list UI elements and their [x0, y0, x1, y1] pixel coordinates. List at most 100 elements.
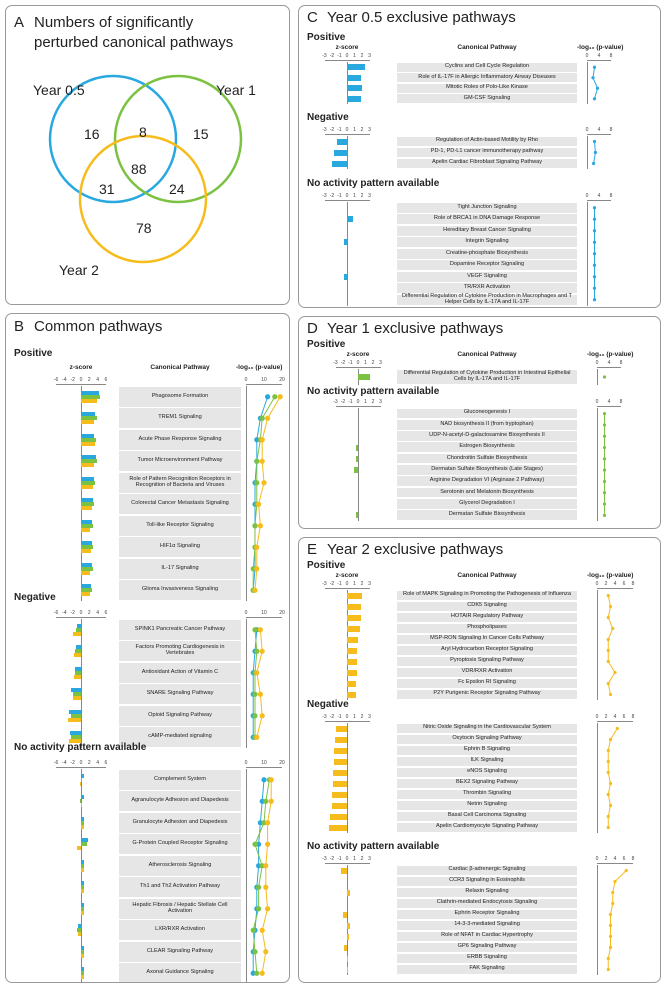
zscore-header: z-score [69, 364, 93, 371]
z-score-bar [75, 649, 81, 654]
logp-header: -log₁₀ (p-value) [587, 572, 634, 579]
pathway-name: Dopamine Receptor Signaling [397, 260, 577, 270]
p-tick-label: 8 [609, 127, 613, 133]
section-label-noact: No activity pattern available [307, 178, 440, 189]
p-axis-line [587, 60, 611, 61]
p-value-point [256, 863, 262, 869]
p-value-point [615, 726, 619, 731]
z-tick-label: -2 [329, 581, 335, 587]
z-score-bar [81, 390, 99, 395]
p-tick-label: 0 [244, 610, 248, 616]
z-score-bar [81, 820, 84, 825]
p-value-point [250, 927, 256, 933]
p-value-point [602, 457, 607, 461]
z-score-bar [347, 216, 353, 223]
z-zero-line [81, 386, 82, 601]
p-value-point [254, 458, 260, 464]
pathway-name: LXR/RXR Activation [119, 920, 241, 940]
z-score-bar [347, 922, 350, 929]
p-value-point [608, 912, 613, 917]
z-score-bar [81, 433, 95, 438]
p-tick-label: 0 [585, 193, 589, 199]
z-tick-label: -2 [329, 53, 335, 59]
p-value-point [261, 777, 267, 783]
z-score-bar [344, 239, 347, 246]
pathway-name: Pyroptosis Signaling Pathway [397, 656, 577, 666]
pathway-name: Acute Phase Response Signaling [119, 429, 241, 450]
p-value-point [254, 734, 260, 740]
z-score-bar [334, 149, 347, 156]
z-zero-line [347, 865, 348, 975]
p-value-point [256, 884, 262, 890]
z-tick-label: -2 [70, 377, 75, 383]
pathway-name: Serotonin and Melatonin Biosynthesis [397, 487, 577, 498]
p-tick-label: 8 [631, 714, 635, 720]
z-score-bar [79, 799, 81, 804]
z-tick-label: -1 [348, 360, 353, 366]
p-value-point [265, 820, 271, 826]
z-tick-label: 0 [345, 53, 349, 59]
p-tick-label: 0 [595, 714, 599, 720]
zscore-header: z-score [335, 572, 359, 579]
pathway-name: Fc Epsilon RI Signaling [397, 678, 577, 688]
z-tick-label: 1 [353, 193, 356, 199]
pathway-name: Estrogen Biosynthesis [397, 442, 577, 453]
p-value-point [606, 615, 610, 620]
p-value-point [592, 275, 597, 279]
p-tick-label: 8 [619, 399, 623, 405]
p-value-point [608, 923, 613, 928]
p-value-point [606, 681, 610, 686]
pathway-name: MSP-RON Signaling In Cancer Cells Pathwa… [397, 634, 577, 644]
z-tick-label: 2 [371, 360, 375, 366]
p-value-point [263, 863, 269, 869]
p-value-plot-negative [250, 627, 265, 740]
z-score-bar [81, 881, 84, 886]
venn-count-y1-y2: 24 [169, 181, 185, 197]
z-tick-label: -1 [337, 714, 342, 720]
p-value-point [592, 65, 597, 69]
p-value-line [607, 870, 627, 970]
z-tick-label: -2 [70, 760, 75, 766]
z-tick-label: 2 [360, 714, 364, 720]
z-tick-label: 0 [356, 360, 360, 366]
p-axis-left [597, 723, 598, 833]
p-tick-label: 8 [631, 856, 635, 862]
z-tick-label: -2 [70, 610, 75, 616]
z-zero-line [347, 136, 348, 169]
p-tick-label: 0 [595, 360, 599, 366]
pathway-name: PD-1, PD-L1 cancer immunotherapy pathway [397, 147, 577, 157]
pathway-name: P2Y Purigenic Receptor Signaling Pathway [397, 689, 577, 699]
z-score-bar [333, 780, 347, 787]
z-tick-label: -2 [340, 360, 346, 366]
p-value-point [254, 437, 260, 443]
z-tick-label: -3 [333, 399, 338, 405]
pathway-name: VDR/RXR Activation [397, 667, 577, 677]
z-tick-label: 3 [368, 714, 371, 720]
z-tick-label: -1 [337, 581, 342, 587]
p-tick-label: 4 [613, 714, 617, 720]
z-score-bar [81, 463, 94, 468]
z-score-bar [334, 747, 347, 754]
z-tick-label: -3 [322, 714, 327, 720]
section-label-positive: Positive [14, 348, 53, 359]
p-value-point [602, 479, 607, 484]
z-tick-label: 1 [353, 581, 356, 587]
z-score-bar [347, 603, 361, 610]
z-axis-line [335, 406, 381, 407]
p-value-point [611, 901, 615, 906]
z-zero-line [347, 202, 348, 306]
pathway-name: Apelin Cardiac Fibroblast Signaling Path… [397, 158, 577, 168]
p-value-point [592, 298, 597, 302]
p-value-point [606, 967, 610, 972]
p-axis-line [587, 200, 611, 201]
p-value-plot-positive [606, 593, 617, 697]
z-score-bar [347, 933, 350, 940]
p-value-point [257, 523, 263, 529]
panel-a-title-line2: perturbed canonical pathways [34, 34, 234, 51]
z-score-bar [73, 674, 81, 679]
p-tick-label: 0 [244, 760, 248, 766]
p-value-point [250, 970, 256, 976]
pathway-name: Factors Promoting Cardiogenesis in Verte… [119, 641, 241, 661]
z-score-bar [81, 889, 84, 894]
p-axis-line [246, 767, 282, 768]
